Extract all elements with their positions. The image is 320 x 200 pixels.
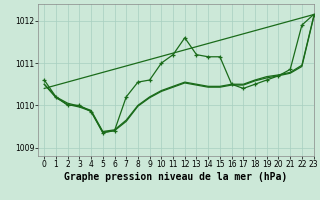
X-axis label: Graphe pression niveau de la mer (hPa): Graphe pression niveau de la mer (hPa) bbox=[64, 172, 288, 182]
